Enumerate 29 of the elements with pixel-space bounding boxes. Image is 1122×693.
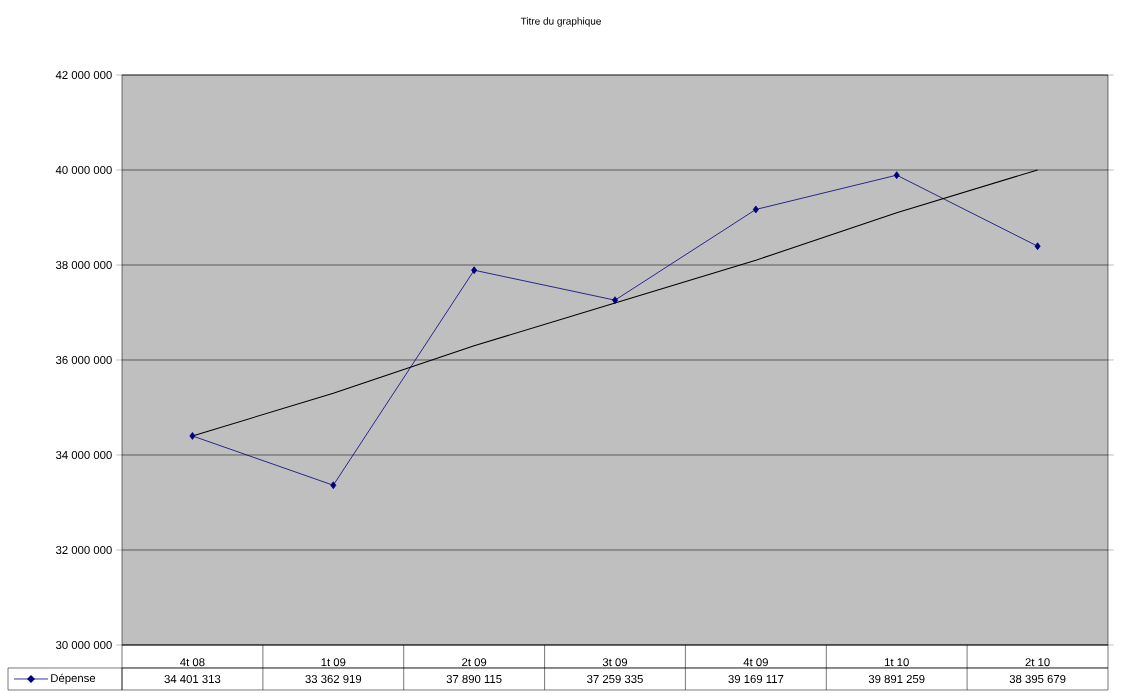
x-tick-label: 2t 10	[1025, 658, 1050, 667]
data-label: 34 401 313	[164, 674, 221, 683]
data-label: 39 169 117	[728, 674, 784, 683]
y-tick-label: 40 000 000	[55, 165, 112, 174]
legend-label: Dépense	[51, 673, 96, 685]
point	[330, 481, 337, 490]
chart-title: Titre du graphique	[520, 17, 601, 27]
point	[189, 432, 196, 440]
point	[893, 171, 900, 180]
point	[752, 205, 759, 214]
data-label: 37 259 335	[587, 674, 643, 683]
x-tick-label: 4t 08	[180, 658, 205, 667]
y-tick-label: 30 000 000	[55, 640, 112, 649]
y-tick-label: 36 000 000	[55, 355, 112, 364]
y-tick-label: 34 000 000	[55, 450, 112, 459]
x-tick-label: 2t 09	[462, 658, 487, 667]
y-tick-label: 32 000 000	[55, 545, 112, 554]
x-tick-label: 1t 09	[321, 658, 346, 667]
data-label: 38 395 679	[1009, 674, 1066, 683]
point	[471, 266, 478, 275]
y-tick-label: 38 000 000	[55, 260, 112, 269]
point	[1034, 242, 1041, 251]
data-label: 33 362 919	[305, 674, 362, 683]
x-tick-label: 4t 09	[743, 658, 768, 667]
data-label: 39 891 259	[868, 674, 925, 683]
x-tick-label: 3t 09	[602, 658, 628, 667]
y-tick-label: 42 000 000	[55, 70, 112, 79]
data-label: 37 890 115	[446, 674, 502, 683]
x-tick-label: 1t 10	[884, 658, 909, 667]
